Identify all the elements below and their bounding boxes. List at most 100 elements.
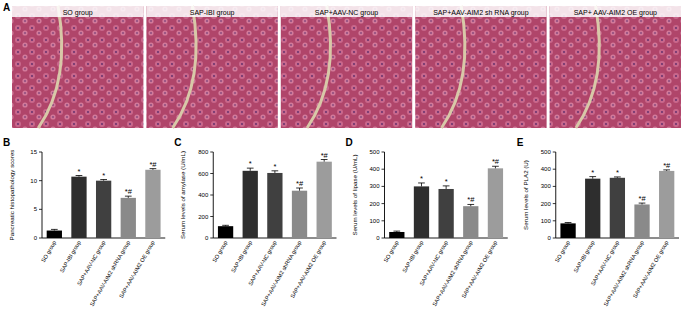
chart: B Pancreatic histopathology scores 0 5 10 15 S… [3, 137, 165, 307]
significance-label: * [420, 174, 423, 183]
significance-label: *# [321, 151, 329, 160]
y-tick-label: 400 [198, 192, 209, 198]
y-tick-label: 400 [369, 166, 380, 172]
bar [488, 168, 503, 238]
error-bar [100, 180, 107, 181]
bar [243, 171, 258, 238]
histology-image [550, 6, 681, 128]
bar [610, 178, 625, 238]
bar [121, 198, 136, 238]
y-axis [213, 152, 214, 238]
chart: D Serum levels of lipase (U/mL) 0 100 200 300… [346, 137, 508, 307]
x-tick-label: SO group [383, 240, 400, 264]
y-tick-label: 600 [198, 171, 209, 177]
panel-letter: D [346, 137, 353, 148]
significance-label: * [591, 168, 594, 177]
label-strip [12, 6, 143, 17]
x-tick-label: SAP+AAV-AIM2 OE group [289, 240, 327, 300]
x-tick-label: SAP+AAV-AIM2 OE group [632, 240, 670, 300]
y-tick-label: 300 [541, 183, 552, 189]
y-tick-label: 0 [34, 235, 38, 241]
histology-image [12, 6, 143, 128]
error-bar [589, 177, 596, 179]
x-tick-label: SAP+AAV-AIM2 OE group [118, 240, 156, 300]
tissue-gap [173, 6, 196, 128]
error-line [446, 186, 447, 189]
bar [96, 181, 111, 238]
error-line [299, 188, 300, 191]
y-tick-label: 0 [205, 235, 209, 241]
panel-letter: E [517, 137, 524, 148]
bar [218, 226, 233, 238]
bar [585, 179, 600, 238]
bar [267, 173, 282, 238]
error-bar [565, 222, 572, 224]
error-cap [222, 225, 229, 226]
significance-label: *# [467, 195, 475, 204]
chart: ESerum levels of PLA2 (U)010020030040050… [517, 137, 679, 307]
error-bar [76, 176, 83, 177]
y-tick-label: 15 [30, 149, 37, 155]
y-tick-label: 200 [198, 214, 209, 220]
bar [389, 232, 404, 238]
x-tick-label: SAP-IBI group [401, 240, 424, 274]
y-tick-label: 0 [376, 235, 380, 241]
panel-letter: A [3, 2, 10, 13]
significance-label: *# [492, 157, 500, 166]
error-bar [443, 186, 450, 189]
y-axis-label: Serum levels of lipase (U/mL) [351, 154, 358, 235]
significance-label: *# [296, 179, 304, 188]
label-strip [281, 6, 412, 17]
bar [634, 204, 649, 238]
histology-image [281, 6, 412, 128]
bars [389, 166, 503, 238]
error-bar [125, 196, 132, 198]
y-tick-label: 100 [369, 218, 380, 224]
x-tick-label: SAP+AAV-AIM2 shRNA group [260, 240, 303, 308]
x-tick-label: SO group [211, 240, 228, 264]
bar [438, 189, 453, 238]
error-bar [418, 183, 425, 186]
histology-image [146, 6, 277, 128]
x-tick-label: SO group [554, 240, 571, 264]
y-tick-label: 200 [369, 201, 380, 207]
significance-label: * [102, 171, 105, 180]
tissue-gap [307, 6, 330, 128]
x-tick-label: SAP-IBI group [230, 240, 253, 274]
panel-letter: B [3, 137, 10, 148]
tissue-gap [441, 6, 464, 128]
x-tick-label: SAP-IBI group [59, 240, 82, 274]
bar [560, 223, 575, 238]
y-tick-label: 300 [369, 183, 380, 189]
y-tick-label: 500 [369, 149, 380, 155]
bar [292, 191, 307, 238]
y-tick-label: 500 [541, 149, 552, 155]
x-tick-label: SO group [40, 240, 57, 264]
significance-label: *# [663, 161, 671, 170]
y-tick-label: 400 [541, 166, 552, 172]
error-bar [51, 229, 58, 230]
significance-label: * [78, 167, 81, 176]
image-label: SAP-IBI group [190, 9, 235, 17]
error-bar [393, 231, 400, 233]
y-axis [555, 152, 556, 238]
y-tick-label: 5 [34, 206, 38, 212]
bar [317, 162, 332, 238]
y-tick-label: 10 [30, 178, 37, 184]
tissue-gap [576, 6, 599, 128]
x-tick-label: SAP-IBI group [573, 240, 596, 274]
chart: CSerum levels of amylase (U/mL)020040060… [174, 137, 336, 307]
error-bar [296, 188, 303, 191]
tissue-gap [38, 6, 61, 128]
error-cap [565, 222, 572, 223]
label-strip [146, 6, 277, 17]
error-bar [467, 204, 474, 206]
bar [71, 177, 86, 238]
bar [414, 186, 429, 238]
y-axis-label: Pancreatic histopathology scores [8, 150, 15, 241]
error-line [250, 168, 251, 171]
figure: ASO groupSAP-IBI groupSAP+AAV-NC groupSA… [0, 0, 685, 317]
bars [560, 170, 674, 238]
label-strip [550, 6, 681, 17]
significance-label: * [445, 177, 448, 186]
